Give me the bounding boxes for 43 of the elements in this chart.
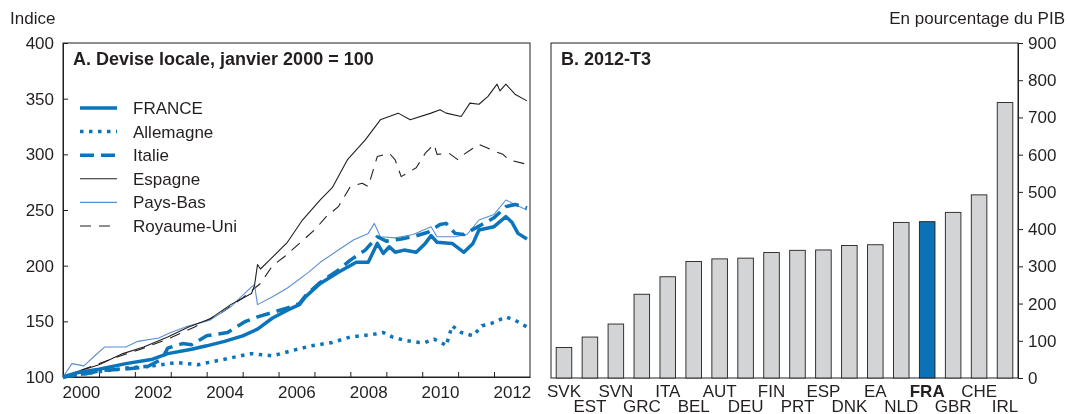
legend-label: Pays-Bas [133,193,206,213]
legend-label: FRANCE [133,98,203,118]
y-tick-label: 350 [25,89,54,109]
y-tick-label: 250 [25,200,54,220]
legend-label: Espagne [133,169,201,189]
y-tick-label: 150 [25,312,54,332]
x-tick-label: 2000 [62,383,101,403]
legend-label: Royaume-Uni [133,216,237,236]
y-tick-label: 300 [25,145,54,165]
y2-tick-label: 100 [1028,331,1057,351]
x-tick-label: 2008 [349,383,388,403]
y2-tick-label: 500 [1028,182,1057,202]
x-tick-label: EST [573,397,607,414]
x-tick-label: 2002 [134,383,173,403]
x-tick-label: 2006 [277,383,316,403]
x-tick-label: DEU [727,397,764,414]
x-tick-label: GRC [622,397,661,414]
y2-axis-title: En pourcentage du PIB [889,9,1065,28]
y2-tick-label: 900 [1028,33,1057,53]
y-axis-title: Indice [10,9,56,28]
x-tick-label: PRT [780,397,815,414]
x-tick-label: IRL [991,397,1019,414]
x-tick-label: 2010 [421,383,460,403]
y-tick-label: 200 [25,256,54,276]
x-tick-label: GBR [934,397,972,414]
legend-label: Italie [133,146,169,166]
x-tick-label: DNK [831,397,868,414]
x-tick-label: 2004 [206,383,244,403]
x-tick-label: 2012 [493,383,532,403]
y-tick-label: 400 [25,33,54,53]
x-tick-label: NLD [884,397,919,414]
chart-title: B. 2012-T3 [561,49,652,69]
y2-tick-label: 600 [1028,145,1057,165]
y2-tick-label: 800 [1028,71,1057,91]
y2-tick-label: 400 [1028,220,1057,240]
legend-label: Allemagne [133,122,214,142]
y2-tick-label: 700 [1028,108,1057,128]
y-tick-label: 100 [25,367,54,387]
y2-tick-label: 300 [1028,257,1057,277]
x-tick-label: BEL [677,397,710,414]
y2-tick-label: 200 [1028,294,1057,314]
y2-tick-label: 0 [1028,368,1038,388]
chart-title: A. Devise locale, janvier 2000 = 100 [73,49,374,69]
